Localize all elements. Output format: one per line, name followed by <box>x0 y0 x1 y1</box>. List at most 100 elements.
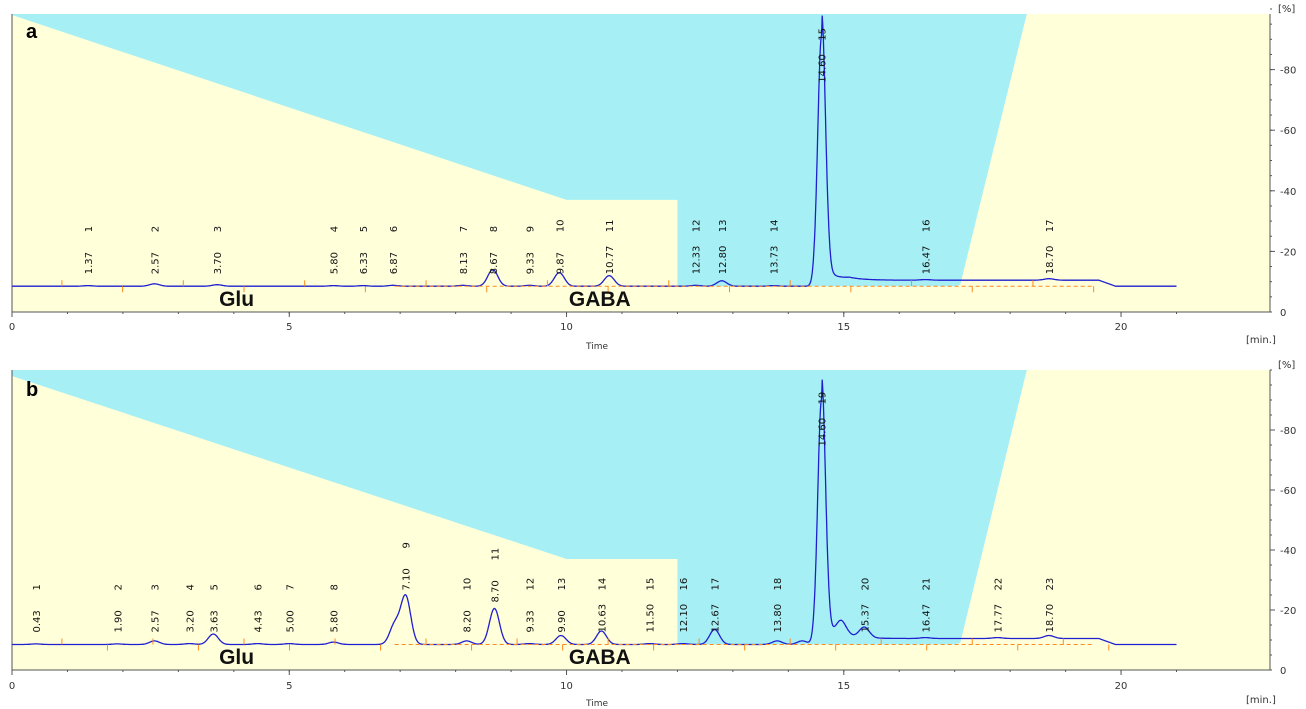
peak-retention-time: 5.80 <box>330 610 341 632</box>
x-tick-label: 15 <box>837 322 850 333</box>
peak-number: 11 <box>605 220 616 233</box>
peak-label: 1.37 1 <box>84 226 95 274</box>
peak-retention-time: 8.13 <box>459 252 470 274</box>
peak-label: 12.33 12 <box>692 220 703 275</box>
peak-label: 11.50 15 <box>646 578 657 633</box>
peak-retention-time: 5.00 <box>285 610 296 632</box>
peak-retention-time: 9.90 <box>557 610 568 632</box>
peak-label: 7.10 9 <box>402 542 413 590</box>
peak-number: 1 <box>84 226 95 232</box>
peak-number: 2 <box>113 584 124 590</box>
peak-retention-time: 9.33 <box>525 252 536 274</box>
peak-retention-time: 1.90 <box>113 610 124 632</box>
peak-number: 11 <box>490 548 501 561</box>
peak-number: 6 <box>254 584 265 590</box>
peak-number: 15 <box>818 28 829 41</box>
peak-number: 9 <box>525 226 536 232</box>
peak-label: 14.60 19 <box>818 392 829 447</box>
peak-retention-time: 5.80 <box>330 252 341 274</box>
peak-label: 1.90 2 <box>113 584 124 632</box>
peak-number: 1 <box>32 584 43 590</box>
peak-label: 12.10 16 <box>679 578 690 633</box>
peak-label: 9.87 10 <box>555 220 566 275</box>
peak-retention-time: 2.57 <box>151 610 162 632</box>
peak-retention-time: 6.87 <box>389 252 400 274</box>
x-tick-label: 0 <box>9 681 15 692</box>
y-unit-label: [%] <box>1278 360 1295 371</box>
peak-retention-time: 12.33 <box>692 246 703 275</box>
peak-number: 13 <box>718 220 729 233</box>
peak-label: 8.20 10 <box>463 578 474 633</box>
panel-letter: a <box>26 21 38 43</box>
peak-number: 14 <box>769 220 780 233</box>
peak-retention-time: 12.80 <box>718 246 729 275</box>
peak-label: 9.33 9 <box>525 226 536 274</box>
peak-label: 14.60 15 <box>818 28 829 83</box>
y-tick-label: -20 <box>1280 247 1296 258</box>
peak-number: 7 <box>285 584 296 590</box>
peak-retention-time: 9.87 <box>555 252 566 274</box>
peak-retention-time: 13.80 <box>773 604 784 633</box>
chromatogram-trace <box>12 379 1177 646</box>
peak-number: 10 <box>555 220 566 233</box>
peak-label: 15.37 20 <box>860 578 871 633</box>
x-axis-title: Time <box>585 699 608 709</box>
peak-label: 17.77 22 <box>993 578 1004 633</box>
peak-retention-time: 10.77 <box>605 246 616 275</box>
compound-label-gaba: GABA <box>569 646 631 669</box>
peak-label: 5.80 4 <box>330 226 341 274</box>
x-tick-label: 10 <box>560 681 573 692</box>
chart-panel-a: 0 5 10 15 20-20-40-60-800[%][min.]Timea1.371… <box>9 4 1297 352</box>
y-tick-label: -40 <box>1280 187 1296 198</box>
peak-label: 6.33 5 <box>359 226 370 274</box>
peak-number: 14 <box>597 578 608 591</box>
peak-number: 3 <box>151 584 162 590</box>
x-unit-label: [min.] <box>1246 695 1276 706</box>
peak-label: 10.63 14 <box>597 578 608 633</box>
x-tick-label: 0 <box>9 322 15 333</box>
peak-label: 12.67 17 <box>711 578 722 633</box>
peak-number: 15 <box>646 578 657 591</box>
peak-retention-time: 16.47 <box>921 246 932 275</box>
peak-retention-time: 14.60 <box>818 418 829 447</box>
peak-number: 4 <box>185 584 196 590</box>
peak-number: 17 <box>711 578 722 591</box>
peak-label: 10.77 11 <box>605 220 616 275</box>
peak-number: 23 <box>1045 578 1056 591</box>
x-axis-title: Time <box>585 342 608 352</box>
x-unit-label: [min.] <box>1246 335 1276 346</box>
chart-panel-b: 0 5 10 15 20-20-40-60-800[%][min.]Timeb0.431… <box>9 360 1297 709</box>
peak-retention-time: 18.70 <box>1045 246 1056 275</box>
peak-retention-time: 3.63 <box>209 610 220 632</box>
x-tick-label: 15 <box>837 681 850 692</box>
x-tick-label: 5 <box>286 681 292 692</box>
peak-retention-time: 16.47 <box>921 604 932 633</box>
y-tick-label: -40 <box>1280 546 1296 557</box>
peak-label: 8.70 11 <box>490 548 501 603</box>
peak-number: 16 <box>921 220 932 233</box>
x-tick-label: 10 <box>560 322 573 333</box>
peak-label: 5.00 7 <box>285 584 296 632</box>
peak-retention-time: 11.50 <box>646 604 657 633</box>
x-tick-label: 20 <box>1115 681 1128 692</box>
peak-retention-time: 17.77 <box>993 604 1004 633</box>
peak-number: 12 <box>525 578 536 591</box>
peak-number: 7 <box>459 226 470 232</box>
peak-label: 3.20 4 <box>185 584 196 632</box>
peak-label: 18.70 17 <box>1045 220 1056 275</box>
peak-label: 6.87 6 <box>389 226 400 274</box>
peak-retention-time: 13.73 <box>769 246 780 275</box>
peak-label: 3.70 3 <box>213 226 224 274</box>
y-tick-label: 0 <box>1280 666 1286 677</box>
compound-label-glu: Glu <box>219 288 254 311</box>
peak-label: 0.43 1 <box>32 584 43 632</box>
peak-label: 9.90 13 <box>557 578 568 633</box>
peak-label: 4.43 6 <box>254 584 265 632</box>
peak-number: 22 <box>993 578 1004 591</box>
peak-label: 12.80 13 <box>718 220 729 275</box>
x-tick-label: 20 <box>1115 322 1128 333</box>
peak-retention-time: 1.37 <box>84 252 95 274</box>
peak-label: 2.57 3 <box>151 584 162 632</box>
peak-retention-time: 4.43 <box>254 610 265 632</box>
peak-number: 17 <box>1045 220 1056 233</box>
